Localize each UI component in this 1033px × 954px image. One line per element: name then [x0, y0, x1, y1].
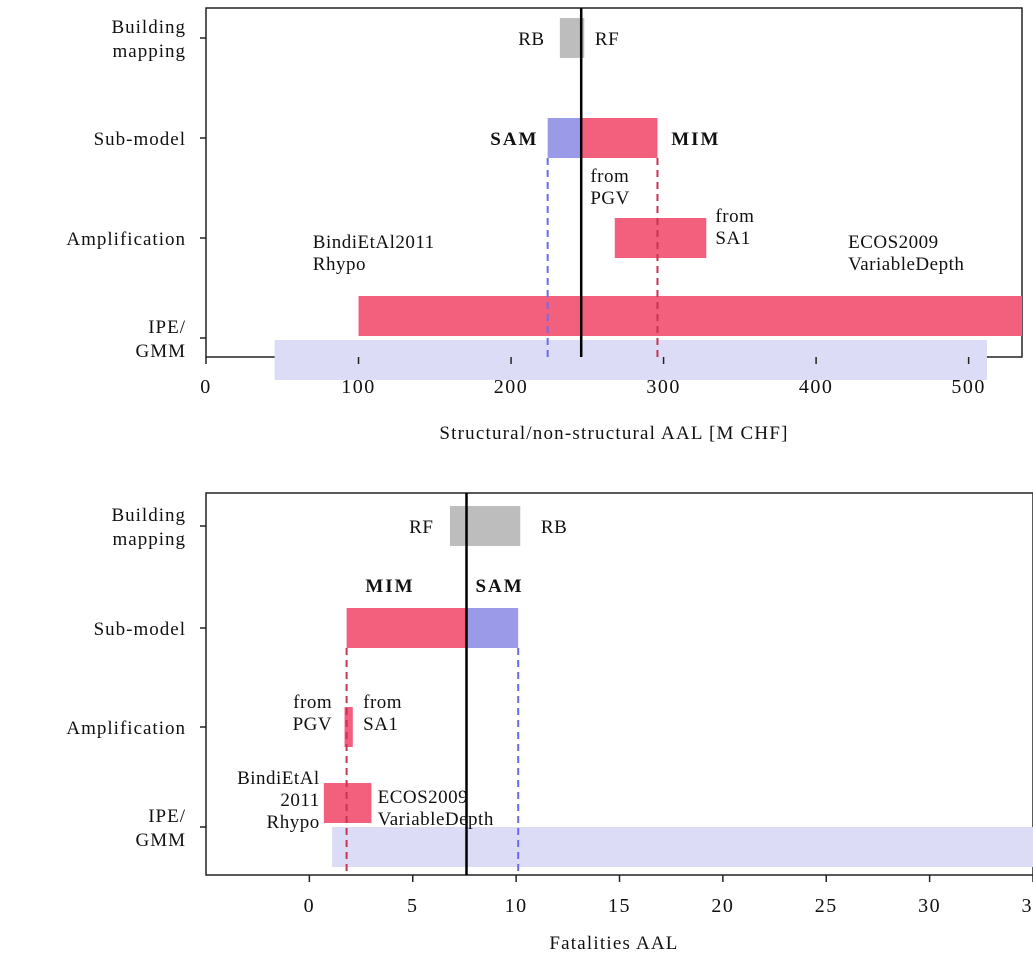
fatalities-aal-panel: Building mapping Sub-model Amplification IPE…	[66, 492, 1033, 954]
x-tick-label: 100	[341, 376, 376, 398]
category-label: Building mapping	[111, 505, 186, 550]
annotation-label: MIM	[671, 129, 720, 150]
range-bar-2	[581, 118, 658, 158]
structural-aal-panel: Building mapping Sub-model Amplification IPE…	[66, 7, 1023, 444]
category-label: Amplification	[66, 718, 186, 739]
x-tick-label: 20	[711, 895, 734, 917]
range-bar-3	[614, 218, 707, 258]
x-tick-label: 35	[1022, 895, 1033, 917]
x-axis-label: Fatalities AAL	[549, 933, 678, 954]
range-bar-0	[449, 506, 521, 546]
annotation-label: SAM	[490, 129, 538, 150]
x-tick-label: 10	[505, 895, 528, 917]
category-label: Amplification	[66, 229, 186, 250]
range-bar-2	[466, 608, 519, 648]
range-bar-4	[358, 296, 1022, 336]
x-tick-label: 15	[608, 895, 631, 917]
annotation-label: RB	[518, 29, 544, 50]
x-tick-label: 30	[918, 895, 941, 917]
range-bar-4	[323, 783, 372, 823]
annotation-label: from SA1	[715, 206, 754, 249]
x-tick-label: 200	[494, 376, 529, 398]
x-tick-label: 5	[407, 895, 419, 917]
x-tick-label: 500	[951, 376, 986, 398]
annotation-label: RF	[409, 517, 433, 538]
range-bar-5	[332, 827, 1033, 867]
category-label: IPE/GMM	[135, 317, 186, 362]
annotation-label: MIM	[365, 576, 414, 597]
annotation-label: from PGV	[590, 166, 630, 209]
annotation-label: SAM	[475, 576, 523, 597]
annotation-label: from PGV	[293, 692, 333, 735]
annotation-label: RB	[541, 517, 567, 538]
category-label: Sub-model	[94, 129, 186, 150]
annotation-label: ECOS2009 VariableDepth	[848, 232, 964, 275]
annotation-label: ECOS2009 VariableDepth	[378, 787, 494, 830]
x-tick-label: 400	[799, 376, 834, 398]
range-bar-5	[274, 340, 987, 380]
range-bar-1	[547, 118, 582, 158]
annotation-label: RF	[595, 29, 619, 50]
category-label: Building mapping	[111, 17, 186, 62]
x-axis-label: Structural/non-structural AAL [M CHF]	[439, 423, 788, 444]
x-tick-label: 300	[646, 376, 681, 398]
range-bar-3	[344, 707, 353, 747]
range-bar-1	[346, 608, 467, 648]
category-label: Sub-model	[94, 619, 186, 640]
x-tick-label: 0	[304, 895, 316, 917]
x-tick-label: 25	[815, 895, 838, 917]
category-label: IPE/GMM	[135, 806, 186, 851]
annotation-label: from SA1	[363, 692, 402, 735]
x-tick-label: 0	[200, 376, 212, 398]
